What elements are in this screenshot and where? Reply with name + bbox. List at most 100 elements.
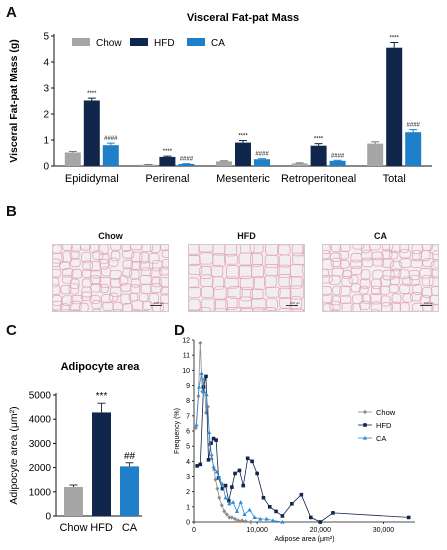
line-chow	[195, 342, 251, 523]
adipocyte-cell	[265, 298, 278, 311]
adipocyte-cell	[421, 274, 434, 287]
adipocyte-cell	[161, 259, 168, 270]
point-hfd	[195, 464, 199, 468]
adipocyte-cell	[149, 267, 162, 278]
y-tick-label: 12	[182, 338, 190, 345]
adipocyte-cell	[112, 309, 123, 311]
y-tick-label: 11	[183, 353, 190, 360]
point-chow	[248, 519, 253, 525]
adipocyte-cell	[139, 275, 152, 286]
adipocyte-cell	[359, 300, 371, 310]
adipocyte-cell	[289, 308, 304, 311]
point-chow	[215, 486, 220, 491]
adipocyte-cell	[238, 252, 254, 266]
adipocyte-cell	[413, 310, 420, 311]
adipocyte-cell	[148, 252, 160, 264]
adipocyte-cell	[323, 268, 330, 278]
adipocyte-cell	[302, 263, 304, 276]
bar-ca-mesenteric	[254, 159, 270, 166]
adipocyte-cell	[380, 295, 391, 307]
point-hfd	[237, 468, 242, 473]
point-chow	[217, 495, 222, 500]
adipocyte-cell	[339, 259, 350, 269]
adipocyte-cell	[99, 283, 109, 294]
point-ca	[270, 518, 276, 523]
adipocyte-cell	[98, 252, 110, 264]
panel-letter-c: C	[6, 322, 17, 339]
adipocyte-cell	[371, 251, 384, 261]
x-tick-label-perirenal: Perirenal	[145, 173, 189, 185]
adipocyte-cell	[323, 245, 331, 255]
y-tick-label: 9	[186, 383, 190, 390]
point-ca	[227, 501, 232, 506]
adipocyte-cell	[239, 308, 254, 311]
adipocyte-cell	[340, 245, 351, 253]
adipocyte-cell	[99, 276, 112, 288]
point-hfd	[245, 456, 250, 461]
point-hfd	[299, 492, 304, 497]
adipocyte-cell	[389, 284, 399, 294]
adipocyte-cell	[53, 294, 62, 307]
point-hfd	[309, 515, 313, 520]
adipocyte-cell	[158, 266, 168, 276]
adipocyte-cell	[399, 245, 409, 253]
x-tick-label: 20,000	[310, 527, 332, 534]
significance-label: ####	[104, 136, 118, 142]
point-ca	[264, 516, 269, 521]
adipocyte-cell	[70, 257, 81, 268]
y-axis-label: Adipocyte area (μm²)	[8, 406, 20, 504]
y-tick-label: 6	[186, 429, 190, 436]
tissue-pattern-chow	[53, 245, 168, 311]
adipocyte-cell	[59, 261, 71, 270]
adipocyte-cell	[410, 258, 423, 269]
adipocyte-cell	[92, 250, 104, 260]
adipocyte-cell	[139, 252, 149, 264]
adipocyte-cell	[408, 270, 420, 281]
adipocyte-cell	[53, 310, 58, 311]
legend-swatch-hfd	[130, 38, 148, 46]
x-tick-label-hfd: HFD	[90, 522, 113, 534]
adipocyte-cell	[131, 300, 144, 311]
adipocyte-cell	[82, 260, 93, 271]
adipocyte-cell	[189, 263, 203, 275]
adipocyte-cell	[70, 300, 82, 311]
adipocyte-cell	[410, 292, 422, 302]
adipocyte-cell	[323, 249, 331, 260]
legend-swatch-chow	[72, 38, 90, 46]
point-hfd	[198, 462, 203, 467]
adipocyte-cell	[360, 269, 371, 281]
point-ca	[194, 422, 199, 427]
histology-hfd: HFD 100 μm	[188, 230, 305, 312]
point-ca	[220, 481, 225, 486]
histology-label-ca: CA	[374, 231, 387, 241]
point-hfd	[290, 502, 294, 506]
adipocyte-cell	[151, 277, 162, 288]
bar-chow-mesenteric	[216, 161, 232, 166]
bar-hfd-mesenteric	[235, 142, 251, 166]
adipocyte-cell	[60, 303, 70, 311]
y-tick-label: 5	[186, 444, 190, 451]
y-tick-label: 4000	[29, 415, 52, 426]
adipocyte-cell	[332, 285, 342, 296]
adipocyte-cell	[109, 269, 122, 280]
y-tick-label: 5	[43, 32, 49, 43]
adipocyte-cell	[53, 284, 61, 295]
adipocyte-cell	[89, 261, 102, 272]
y-tick-label: 4	[186, 459, 190, 466]
significance-label: ####	[180, 157, 194, 163]
x-tick-label: 10,000	[246, 527, 268, 534]
adipocyte-cell	[213, 299, 229, 311]
bar-ca-retroperitoneal	[329, 160, 346, 166]
adipocyte-cell	[53, 252, 64, 264]
adipocyte-cell	[69, 250, 80, 260]
adipocyte-cell	[359, 278, 371, 289]
chart-adipocyte-area: Adipocyte area Adipocyte area (μm²) 0 1000 2…	[8, 361, 142, 534]
tissue-pattern-ca	[323, 245, 438, 311]
adipocyte-cell	[61, 251, 73, 263]
y-tick-label: 1	[186, 504, 190, 511]
adipocyte-cell	[225, 296, 238, 310]
y-tick-label: 2	[186, 489, 190, 496]
point-hfd	[267, 505, 272, 509]
adipocyte-cell	[302, 245, 304, 258]
adipocyte-cell	[91, 308, 102, 311]
